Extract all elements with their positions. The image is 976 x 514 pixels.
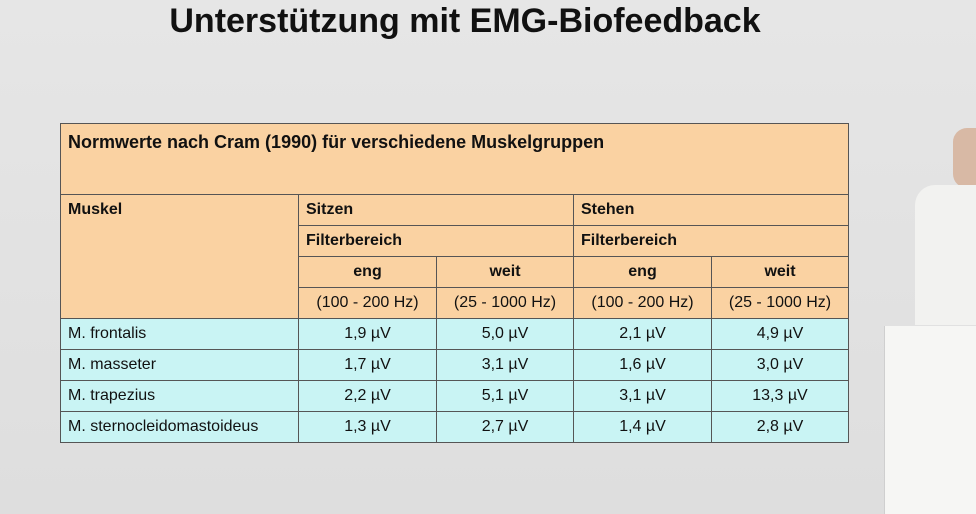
table-cell: weit: [711, 256, 849, 288]
table-row: M. trapezius 2,2 µV 5,1 µV 3,1 µV 13,3 µV: [60, 380, 849, 412]
table-cell: 5,1 µV: [436, 380, 574, 412]
table-cell: 1,6 µV: [573, 349, 712, 381]
table-cell: 5,0 µV: [436, 318, 574, 350]
table-cell: Normwerte nach Cram (1990) für verschied…: [60, 123, 849, 195]
slide-title: Unterstützung mit EMG-Biofeedback: [169, 2, 761, 40]
table-cell: 2,1 µV: [573, 318, 712, 350]
table-cell: 3,1 µV: [436, 349, 574, 381]
table-cell: 3,1 µV: [573, 380, 712, 412]
table-cell: 4,9 µV: [711, 318, 849, 350]
table-row: Muskel Sitzen Stehen: [60, 194, 849, 319]
presenter-head: [953, 128, 976, 188]
norm-table: Normwerte nach Cram (1990) für verschied…: [60, 123, 849, 443]
table-cell: 2,8 µV: [711, 411, 849, 443]
table-row: Filterbereich Filterbereich: [61, 225, 849, 257]
lectern: [884, 326, 976, 514]
table-cell: 3,0 µV: [711, 349, 849, 381]
table-row: (100 - 200 Hz) (25 - 1000 Hz) (100 - 200 H…: [61, 287, 849, 319]
table-row: eng weit eng weit: [61, 256, 849, 288]
table-cell: (25 - 1000 Hz): [711, 287, 849, 319]
table-row: M. frontalis 1,9 µV 5,0 µV 2,1 µV 4,9 µV: [60, 318, 849, 350]
table-cell: 1,7 µV: [298, 349, 437, 381]
table-cell: Muskel: [60, 194, 299, 319]
table-row: Normwerte nach Cram (1990) für verschied…: [60, 123, 849, 195]
table-cell: eng: [298, 256, 437, 288]
table-cell: 1,4 µV: [573, 411, 712, 443]
table-cell: 2,2 µV: [298, 380, 437, 412]
table-cell: (100 - 200 Hz): [298, 287, 437, 319]
table-cell: Filterbereich: [298, 225, 574, 257]
table-cell: 13,3 µV: [711, 380, 849, 412]
table-cell: weit: [436, 256, 574, 288]
table-cell: M. frontalis: [60, 318, 299, 350]
table-cell: Stehen: [573, 194, 849, 226]
table-cell: (100 - 200 Hz): [573, 287, 712, 319]
table-cell: M. trapezius: [60, 380, 299, 412]
table-cell: 2,7 µV: [436, 411, 574, 443]
table-cell: Sitzen: [298, 194, 574, 226]
table-cell: (25 - 1000 Hz): [436, 287, 574, 319]
table-cell: M. masseter: [60, 349, 299, 381]
table-row: M. masseter 1,7 µV 3,1 µV 1,6 µV 3,0 µV: [60, 349, 849, 381]
presenter: [915, 185, 976, 325]
table-cell: eng: [573, 256, 712, 288]
table-cell: 1,9 µV: [298, 318, 437, 350]
table-cell: M. sternocleidomastoideus: [60, 411, 299, 443]
table-cell: Filterbereich: [573, 225, 849, 257]
table-row: M. sternocleidomastoideus 1,3 µV 2,7 µV 1,4…: [60, 411, 849, 443]
table-cell: 1,3 µV: [298, 411, 437, 443]
